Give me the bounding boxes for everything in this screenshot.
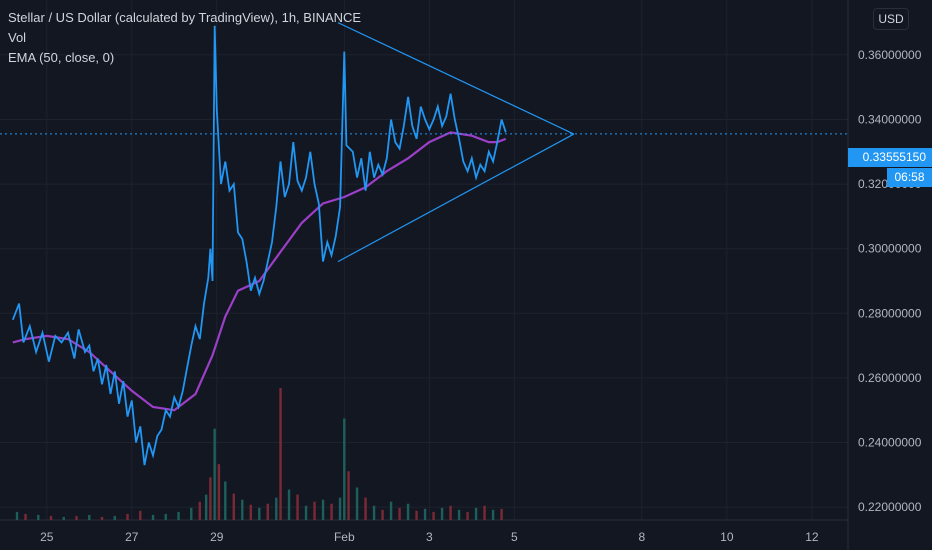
- symbol-title[interactable]: Stellar / US Dollar (calculated by Tradi…: [8, 10, 362, 25]
- volume-bar: [213, 428, 216, 520]
- volume-bar: [217, 464, 221, 520]
- time-tick-label: Feb: [334, 530, 355, 544]
- volume-bar: [232, 493, 235, 520]
- volume-bar: [287, 489, 291, 520]
- time-tick-label: 12: [805, 530, 819, 544]
- volume-bar: [364, 497, 367, 520]
- volume-bar: [347, 471, 350, 520]
- volume-bar: [241, 499, 244, 520]
- volume-bar: [415, 510, 418, 520]
- time-tick-label: 27: [125, 530, 139, 544]
- volume-bar: [330, 503, 333, 520]
- volume-bar: [457, 509, 461, 520]
- volume-bar: [258, 507, 261, 520]
- volume-bar: [389, 501, 393, 520]
- volume-bar: [177, 511, 180, 520]
- grid-lines: [0, 0, 849, 550]
- volume-bar: [37, 514, 40, 520]
- volume-bar: [100, 516, 104, 520]
- ema-line: [12, 131, 507, 412]
- price-tick-label: 0.24000000: [858, 435, 922, 449]
- volume-bar: [406, 503, 410, 520]
- price-tick-label: 0.22000000: [858, 500, 922, 514]
- volume-bar: [423, 508, 427, 520]
- triangle-trendlines: [337, 22, 575, 263]
- volume-bar: [296, 494, 299, 520]
- time-tick-label: 3: [426, 530, 433, 544]
- volume-bar: [49, 515, 53, 520]
- bar-countdown-badge: 06:58: [887, 168, 932, 187]
- currency-button[interactable]: USD: [873, 8, 909, 30]
- volume-bar: [126, 513, 129, 520]
- volume-bar: [224, 481, 227, 520]
- price-tick-label: 0.28000000: [858, 306, 922, 320]
- volume-bar: [372, 505, 376, 520]
- volume-bar: [440, 507, 444, 520]
- volume-bar: [338, 497, 342, 520]
- price-tick-label: 0.34000000: [858, 113, 922, 127]
- volume-bar: [398, 507, 401, 520]
- volume-bar: [75, 515, 78, 520]
- time-tick-label: 29: [210, 530, 224, 544]
- volume-bar: [474, 507, 478, 520]
- volume-bar: [139, 510, 142, 520]
- trendline: [337, 133, 575, 263]
- volume-bar: [304, 505, 308, 520]
- time-tick-label: 5: [511, 530, 518, 544]
- price-tick-label: 0.30000000: [858, 242, 922, 256]
- volume-bar: [113, 515, 116, 520]
- volume-bar: [88, 514, 91, 520]
- time-tick-label: 25: [40, 530, 54, 544]
- volume-bar: [500, 508, 503, 520]
- volume-bar: [313, 501, 316, 520]
- chart-legend: Stellar / US Dollar (calculated by Tradi…: [8, 8, 361, 68]
- price-line: [11, 25, 507, 466]
- volume-bar: [279, 388, 282, 520]
- volume-bar: [343, 418, 346, 520]
- ema-indicator-label[interactable]: EMA (50, close, 0): [8, 50, 115, 65]
- price-tick-label: 0.36000000: [858, 48, 922, 62]
- time-tick-label: 10: [720, 530, 734, 544]
- price-tick-label: 0.26000000: [858, 371, 922, 385]
- volume-bar: [491, 509, 495, 520]
- volume-bar: [483, 505, 486, 520]
- volume-bar: [190, 507, 193, 520]
- volume-bar: [249, 504, 252, 520]
- volume-bar: [24, 513, 27, 520]
- volume-bar: [62, 516, 65, 520]
- volume-bar: [466, 511, 469, 520]
- volume-bar: [275, 497, 278, 520]
- volume-indicator-label[interactable]: Vol: [8, 30, 27, 45]
- volume-bar: [449, 505, 452, 520]
- volume-bar: [321, 499, 325, 520]
- volume-bar: [151, 514, 155, 520]
- time-tick-label: 8: [639, 530, 646, 544]
- volume-bar: [204, 494, 208, 520]
- volume-bar: [266, 503, 269, 520]
- volume-bar: [355, 487, 359, 520]
- volume-bar: [164, 513, 167, 520]
- volume-bar: [432, 511, 435, 520]
- time-axis[interactable]: 25 27 29 Feb 3 5 8 10 12: [40, 530, 819, 544]
- trendline: [337, 22, 575, 135]
- volume-bars: [15, 388, 503, 520]
- volume-bar: [209, 477, 212, 520]
- price-axis[interactable]: 0.22000000 0.24000000 0.26000000 0.28000000…: [858, 0, 922, 514]
- volume-bar: [15, 511, 19, 520]
- volume-bar: [198, 501, 201, 520]
- volume-bar: [381, 509, 384, 520]
- current-price-badge: 0.33555150: [848, 148, 932, 167]
